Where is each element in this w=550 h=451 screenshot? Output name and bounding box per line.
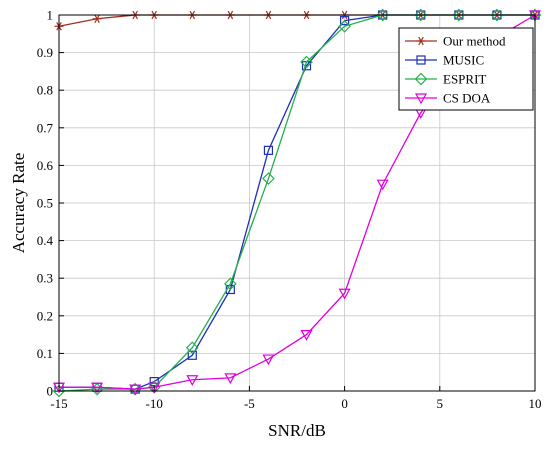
y-tick-label: 0 xyxy=(47,384,54,399)
data-point xyxy=(490,8,504,22)
legend-label: Our method xyxy=(443,34,506,49)
x-axis-label: SNR/dB xyxy=(268,421,326,440)
legend-label: ESPRIT xyxy=(443,72,486,87)
y-tick-label: 0.4 xyxy=(37,233,54,248)
legend: Our method MUSIC ESPRIT CS DOA xyxy=(398,27,534,111)
y-tick-label: 0.9 xyxy=(37,45,53,60)
data-point xyxy=(148,382,161,394)
data-point xyxy=(52,384,66,398)
legend-entry: Our method xyxy=(405,34,506,49)
data-point xyxy=(224,277,237,291)
data-point xyxy=(452,8,466,22)
series-line xyxy=(58,14,535,27)
legend-label: CS DOA xyxy=(443,91,491,106)
data-point xyxy=(92,14,102,23)
y-tick-label: 0.2 xyxy=(37,308,53,323)
data-point xyxy=(129,384,142,396)
data-point xyxy=(262,172,275,185)
legend-entry: MUSIC xyxy=(405,53,484,68)
asterisk-stroke xyxy=(418,36,424,46)
y-tick-label: 0.6 xyxy=(37,158,54,173)
data-point xyxy=(224,373,237,385)
data-point xyxy=(340,16,350,26)
legend-marker xyxy=(414,72,428,86)
y-tick-label: 0.3 xyxy=(37,271,53,286)
y-tick-label: 0.7 xyxy=(37,120,54,135)
legend-entry: CS DOA xyxy=(405,91,491,106)
series-our-method xyxy=(54,10,540,31)
data-point xyxy=(300,330,313,341)
y-axis-label: Accuracy Rate xyxy=(9,153,28,254)
data-point xyxy=(263,145,274,155)
legend-label: MUSIC xyxy=(443,53,484,68)
data-point xyxy=(187,350,197,360)
x-tick-label: -10 xyxy=(146,396,163,411)
y-tick-label: 0.8 xyxy=(37,83,53,98)
x-tick-label: 5 xyxy=(437,396,444,411)
y-tick-label: 1 xyxy=(47,8,54,23)
data-point xyxy=(376,8,390,22)
x-tick-label: -5 xyxy=(244,396,255,411)
data-point xyxy=(91,382,104,394)
legend-entry: ESPRIT xyxy=(405,72,486,87)
asterisk-stroke xyxy=(94,14,100,23)
y-tick-label: 0.5 xyxy=(37,196,53,211)
x-tick-label: -15 xyxy=(50,396,67,411)
data-point xyxy=(185,341,199,355)
legend-marker xyxy=(414,93,428,105)
legend-marker xyxy=(416,36,426,46)
data-point xyxy=(262,354,275,366)
data-point xyxy=(338,288,351,300)
data-point xyxy=(149,377,159,387)
legend-marker xyxy=(416,55,426,65)
data-point xyxy=(376,179,389,191)
data-point xyxy=(300,55,313,69)
axis-ticks: -15 -10 -5 0 5 10 0 0.1 0.2 0.3 0.4 0.5 0.6 0.7 0.8 0.9… xyxy=(37,8,542,412)
y-tick-label: 0.1 xyxy=(37,346,53,361)
x-tick-label: 0 xyxy=(341,396,348,411)
data-point xyxy=(414,8,428,22)
data-point xyxy=(338,19,351,33)
x-tick-label: 10 xyxy=(529,396,542,411)
data-point xyxy=(186,375,199,386)
